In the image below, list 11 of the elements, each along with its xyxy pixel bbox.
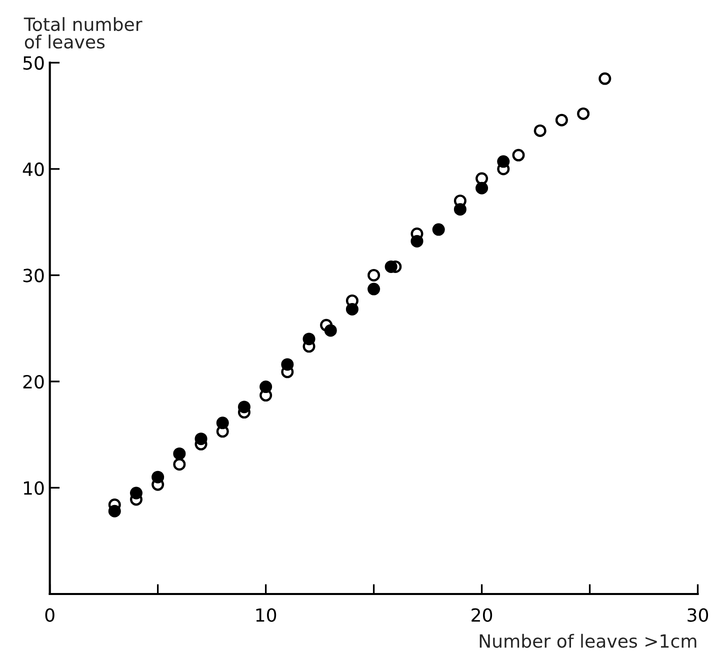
x-tick-label: 0 [45, 608, 54, 622]
y-tick-label: 10 [24, 481, 44, 495]
y-tick-label: 40 [22, 162, 44, 176]
y-tick-label: 30 [23, 268, 44, 282]
y-tick-label: 50 [23, 56, 44, 70]
x-tick-label: 30 [688, 608, 708, 622]
x-tick-label: 20 [472, 608, 492, 622]
y-tick-label: 20 [23, 374, 44, 389]
x-tick-label: 10 [256, 608, 276, 622]
x-axis-title: Number of leaves >1cm [480, 634, 696, 648]
y-axis-title: Total number of leaves [24, 17, 142, 49]
